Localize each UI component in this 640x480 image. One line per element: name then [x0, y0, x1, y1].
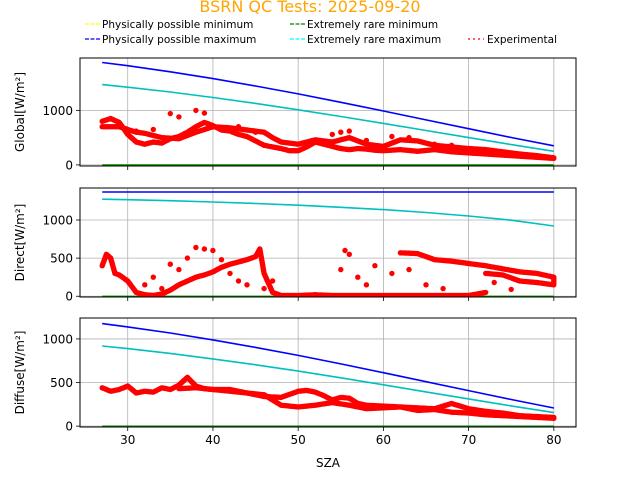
x-axis-label: SZA: [316, 456, 341, 470]
x-tick-label: 60: [376, 433, 391, 447]
experimental-point: [483, 270, 489, 277]
experimental-point: [227, 270, 233, 277]
experimental-point: [329, 131, 335, 138]
x-tick-label: 70: [461, 433, 476, 447]
line-rare-max: [102, 345, 554, 414]
legend-entry: Physically possible minimum: [85, 19, 253, 31]
experimental-point: [338, 266, 344, 273]
experimental-point: [448, 142, 455, 148]
experimental-point: [346, 251, 352, 257]
experimental-point: [389, 133, 395, 140]
panel-direct: 0 500 1000 Direct[W/m²]: [13, 187, 577, 304]
experimental-point: [193, 107, 199, 114]
legend-entry: Physically possible maximum: [85, 34, 256, 46]
experimental-point: [235, 278, 242, 284]
experimental-point: [551, 415, 557, 421]
y-tick-label: 500: [50, 252, 73, 266]
plot-area: [99, 61, 557, 166]
panel-diffuse: 30 40 50 60 70 80 0 500 1000 Diffuse[W/m²]: [13, 317, 577, 447]
x-tick-label: 50: [291, 433, 306, 447]
y-axis-label: Diffuse[W/m²]: [13, 331, 27, 415]
experimental-point: [244, 282, 250, 288]
chart-title: BSRN QC Tests: 2025-09-20: [199, 0, 420, 16]
experimental-series: [99, 374, 557, 421]
experimental-point: [142, 282, 148, 288]
experimental-point: [159, 285, 165, 292]
experimental-point: [218, 257, 225, 263]
experimental-point: [342, 247, 348, 254]
x-tick-label: 80: [546, 433, 561, 447]
y-axis-label: Direct[W/m²]: [13, 204, 27, 282]
experimental-point: [150, 274, 156, 280]
experimental-point: [483, 289, 489, 296]
plot-area: [99, 191, 557, 297]
experimental-point: [372, 263, 378, 269]
experimental-series: [99, 244, 557, 297]
experimental-point: [261, 285, 267, 292]
experimental-point: [363, 282, 370, 288]
experimental-point: [167, 261, 173, 267]
experimental-point: [176, 114, 182, 120]
legend-entry: Extremely rare minimum: [290, 19, 438, 31]
experimental-point: [269, 278, 276, 284]
axes-frame: [79, 317, 577, 428]
experimental-point: [201, 246, 208, 252]
experimental-point: [133, 128, 139, 134]
legend-label: Extremely rare maximum: [307, 34, 441, 46]
experimental-point: [167, 110, 173, 117]
experimental-point: [346, 128, 352, 134]
legend: Physically possible minimum Physically po…: [85, 19, 557, 46]
experimental-series: [99, 107, 557, 162]
x-tick-label: 30: [120, 433, 135, 447]
y-tick-label: 1000: [42, 332, 73, 346]
line-rare-max: [102, 83, 554, 153]
y-tick-label: 500: [50, 376, 73, 390]
experimental-point: [252, 129, 259, 135]
legend-label: Physically possible maximum: [102, 34, 256, 46]
experimental-point: [423, 282, 429, 288]
experimental-point: [431, 141, 438, 147]
experimental-point: [508, 286, 514, 293]
experimental-point: [338, 129, 344, 135]
experimental-point: [440, 285, 446, 292]
experimental-point: [193, 244, 199, 251]
y-tick-label: 0: [65, 158, 73, 172]
experimental-point: [235, 124, 242, 130]
experimental-point: [201, 110, 208, 116]
experimental-point: [491, 279, 497, 286]
axes-frame: [79, 187, 577, 298]
line-phys-max: [102, 61, 554, 147]
experimental-point: [406, 266, 412, 273]
y-tick-label: 1000: [42, 214, 73, 228]
legend-entry: Experimental: [468, 34, 557, 46]
x-tick-label: 40: [205, 433, 220, 447]
experimental-point: [184, 255, 191, 261]
legend-label: Extremely rare minimum: [307, 19, 438, 31]
line-rare-max: [102, 198, 554, 227]
experimental-point: [363, 137, 370, 144]
y-tick-label: 0: [65, 290, 73, 304]
experimental-point: [551, 155, 557, 161]
experimental-point: [355, 274, 361, 280]
line-phys-max: [102, 322, 554, 409]
experimental-point: [210, 247, 216, 254]
experimental-point: [150, 126, 156, 133]
legend-label: Experimental: [487, 34, 557, 46]
panel-global: 0 1000 Global[W/m²]: [13, 57, 577, 172]
axes-frame: [79, 57, 577, 167]
y-axis-label: Global[W/m²]: [13, 72, 27, 152]
legend-entry: Extremely rare maximum: [290, 34, 441, 46]
experimental-point: [389, 270, 395, 277]
experimental-point: [176, 266, 182, 273]
experimental-point: [406, 134, 412, 141]
y-tick-label: 1000: [42, 104, 73, 118]
legend-label: Physically possible minimum: [102, 19, 253, 31]
y-tick-label: 0: [65, 420, 73, 434]
